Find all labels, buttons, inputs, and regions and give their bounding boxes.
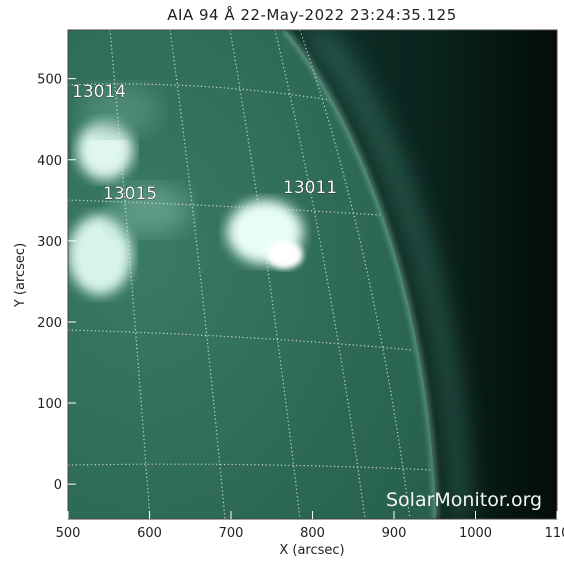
solar-image: 13014 13015 13011 SolarMonitor.org — [68, 30, 557, 519]
y-axis-label: Y (arcsec) — [13, 243, 28, 308]
region-label: 13011 — [283, 178, 337, 198]
watermark: SolarMonitor.org — [386, 489, 542, 511]
x-tick-label: 600 — [137, 526, 162, 541]
x-tick-label: 500 — [56, 526, 81, 541]
x-axis-label: X (arcsec) — [279, 543, 344, 558]
y-tick-label: 200 — [37, 316, 62, 331]
y-tick-label: 300 — [37, 235, 62, 250]
y-tick-label: 0 — [54, 478, 62, 493]
x-tick-label: 110 — [545, 526, 564, 541]
x-tick-label: 1000 — [459, 526, 492, 541]
y-tick-label: 100 — [37, 397, 62, 412]
region-label: 13014 — [72, 82, 126, 102]
x-tick-label: 800 — [300, 526, 325, 541]
heliographic-grid — [68, 30, 433, 519]
region-label: 13015 — [103, 184, 157, 204]
chart-title: AIA 94 Å 22-May-2022 23:24:35.125 — [167, 5, 456, 24]
x-tick-label: 900 — [382, 526, 407, 541]
x-tick-label: 700 — [219, 526, 244, 541]
y-tick-label: 400 — [37, 154, 62, 169]
y-tick-label: 500 — [37, 73, 62, 88]
